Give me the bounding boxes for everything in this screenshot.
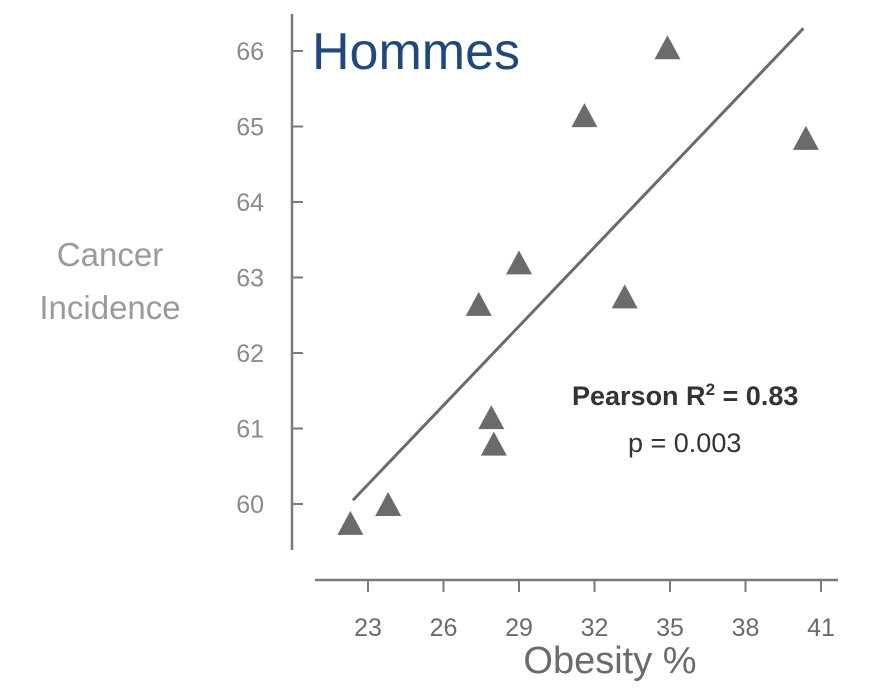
- y-axis-label-line-2: Incidence: [39, 289, 181, 326]
- y-axis-label-line-1: Cancer: [56, 236, 164, 273]
- y-tick-label: 64: [236, 189, 264, 217]
- y-tick-label: 65: [236, 114, 264, 142]
- x-tick-label: 26: [430, 614, 458, 642]
- pearson-value: = 0.83: [715, 381, 799, 411]
- x-tick-label: 41: [807, 614, 835, 642]
- pearson-superscript: 2: [705, 380, 716, 399]
- chart-title: Hommes: [312, 23, 521, 81]
- x-tick-label: 32: [581, 614, 609, 642]
- x-tick-label: 23: [354, 614, 382, 642]
- data-point-7: [571, 103, 598, 128]
- y-tick-label: 62: [236, 340, 264, 368]
- data-point-4: [478, 405, 505, 430]
- data-points: [337, 35, 819, 535]
- data-point-8: [611, 284, 638, 309]
- y-tick-label: 60: [236, 491, 264, 519]
- p-value-annotation: p = 0.003: [628, 428, 742, 458]
- x-tick-label: 35: [656, 614, 684, 642]
- data-point-5: [480, 431, 507, 456]
- y-tick-label: 61: [236, 416, 264, 444]
- trendline: [351, 27, 805, 502]
- x-tick-label: 29: [505, 614, 533, 642]
- pearson-label: Pearson R: [572, 381, 706, 411]
- data-point-9: [654, 35, 681, 60]
- x-ticks: 23 26 29 32 35 38 41: [354, 580, 835, 642]
- x-tick-label: 38: [732, 614, 760, 642]
- y-tick-label: 63: [236, 265, 264, 293]
- data-point-10: [792, 125, 819, 150]
- y-axis-label: Cancer Incidence: [0, 228, 220, 334]
- data-point-1: [337, 510, 364, 535]
- y-ticks: 60 61 62 63 64 65 66: [236, 38, 303, 519]
- data-point-6: [506, 250, 532, 275]
- y-tick-label: 66: [236, 38, 264, 66]
- data-point-2: [375, 492, 402, 516]
- pearson-r2-annotation: Pearson R2 = 0.83: [572, 380, 798, 412]
- x-axis-label: Obesity %: [523, 640, 697, 682]
- data-point-3: [465, 291, 492, 316]
